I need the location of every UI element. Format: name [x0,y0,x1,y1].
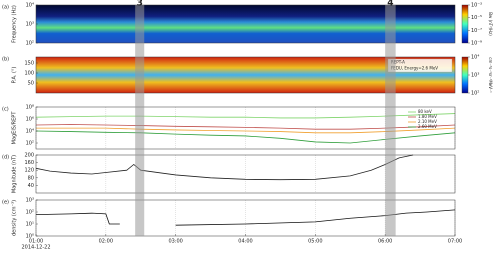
y-tick-label: 10⁶ [26,117,34,123]
colorbar-tick-label: 10² [471,91,479,97]
legend-text: 2.60 MeV [418,124,437,129]
legend-text: 1.80 MeV [418,114,437,119]
highlight-label: 4 [387,0,393,9]
data-line [35,212,120,225]
data-line [175,209,456,226]
x-tick-label: 02:00 [99,239,113,245]
x-tick-label: 03:00 [168,239,182,245]
y-tick-label: 100 [24,71,34,77]
colorbar-tick-label: 10⁻⁵ [471,15,482,21]
y-tick-label: 10⁸ [26,105,34,111]
panel-label: (e) [2,200,9,206]
colorbar-tick-label: 10⁻⁷ [471,28,482,34]
colorbar-tick-label: 10⁻⁹ [471,41,482,47]
y-tick-label: 200 [24,153,34,159]
y-axis-label: density (cm⁻³) [12,200,18,236]
y-axis-label: Magnitude (nT) [12,155,18,193]
panel-label: (a) [2,5,9,11]
y-tick-label: 40 [28,183,34,189]
legend-text: 80 keV [418,109,432,114]
colorbar [461,56,469,94]
panel-label: (b) [2,57,9,63]
y-tick-label: 10⁰ [26,234,34,240]
y-tick-label: 150 [24,61,34,67]
y-axis-label: Frequency (Hz) [12,5,18,43]
y-tick-label: 120 [24,168,34,174]
y-tick-label: 10¹ [26,222,34,228]
y-tick-label: 10⁴ [26,129,34,135]
y-tick-label: 10² [26,210,34,216]
colorbar-tick-label: 10⁻³ [471,3,482,9]
y-axis-label: MagEIS/REPT [12,111,18,145]
y-tick-label: 10² [26,41,34,47]
x-tick-label: 05:00 [308,239,322,245]
panel-frame [35,106,456,150]
y-tick-label: 50 [28,81,34,87]
x-tick-label: 04:00 [238,239,252,245]
panel-frame [35,56,456,94]
highlight-label: 3 [137,0,143,9]
y-tick-label: 10⁴ [26,3,34,9]
panel-label: (d) [2,155,9,161]
colorbar-label: Bw (nT²/Hz) [488,12,493,36]
y-tick-label: 10³ [26,198,34,204]
y-tick-label: 160 [24,160,34,166]
colorbar-label: cm⁻²s⁻¹sr⁻¹MeV⁻¹ [488,57,493,93]
legend-text: 2.10 MeV [418,119,437,124]
highlight-band [135,5,145,236]
panel-label: (c) [2,107,9,113]
colorbar-tick-label: 10³ [471,73,479,79]
panel-frame [35,154,456,194]
y-tick-label: 10³ [26,22,34,28]
colorbar-tick-label: 10⁴ [471,55,479,61]
x-date-label: 2014-12-22 [21,245,50,251]
data-line [35,154,414,181]
legend-text: FEDU, Energy=2.6 MeV [391,66,438,71]
y-axis-label: P.A. (°) [12,67,18,84]
legend-text: REPT-A [391,60,405,65]
colorbar [461,4,469,44]
x-tick-label: 06:00 [378,239,392,245]
highlight-band [385,5,396,236]
x-tick-label: 01:00 [29,239,43,245]
y-tick-label: 10² [26,141,34,147]
x-tick-label: 07:00 [448,239,462,245]
y-tick-label: 80 [28,175,34,181]
